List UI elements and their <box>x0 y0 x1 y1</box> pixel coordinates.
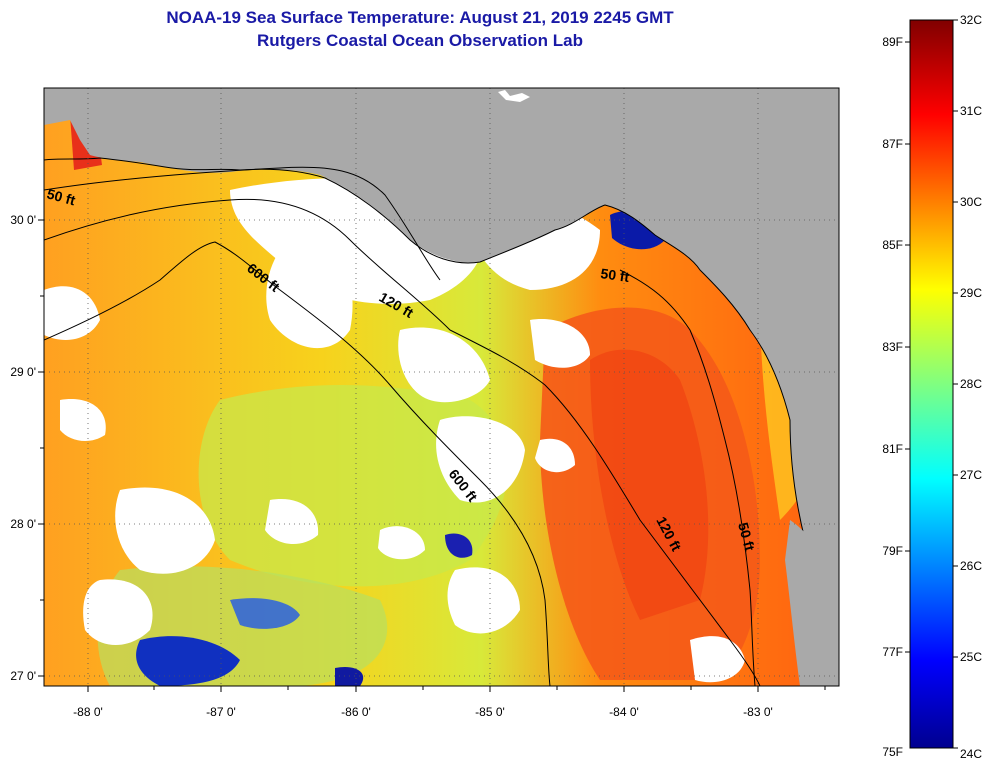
colorbar-c-label: 26C <box>960 559 982 573</box>
lon-label: -84 0' <box>609 705 639 719</box>
contour-label: 50 ft <box>735 521 758 553</box>
lat-label: 29 0' <box>10 365 36 379</box>
colorbar-c-label: 28C <box>960 377 982 391</box>
colorbar-f-label: 89F <box>882 35 903 49</box>
map-subtitle: Rutgers Coastal Ocean Observation Lab <box>257 31 583 50</box>
colorbar-f-label: 87F <box>882 137 903 151</box>
map-title: NOAA-19 Sea Surface Temperature: August … <box>166 8 674 27</box>
colorbar-c-label: 32C <box>960 13 982 27</box>
contour-label: 50 ft <box>45 185 77 208</box>
lat-label: 30 0' <box>10 213 36 227</box>
cold-spot-center <box>445 533 473 558</box>
land-mass <box>44 88 839 620</box>
lat-label: 27 0' <box>10 669 36 683</box>
map-border <box>43 87 840 687</box>
colorbar-f-label: 75F <box>882 745 903 759</box>
colorbar: 89F 87F 85F 83F 81F 79F 77F 75F 32C 31C … <box>882 13 982 761</box>
map-area <box>44 88 839 686</box>
colorbar-f-label: 81F <box>882 442 903 456</box>
lon-label: -83 0' <box>743 705 773 719</box>
colorbar-c-label: 30C <box>960 195 982 209</box>
lat-label: 28 0' <box>10 517 36 531</box>
colorbar-gradient <box>909 19 954 749</box>
colorbar-f-label: 85F <box>882 238 903 252</box>
cold-spot-s <box>230 598 300 629</box>
lon-label: -86 0' <box>341 705 371 719</box>
colorbar-fahrenheit-labels: 89F 87F 85F 83F 81F 79F 77F 75F <box>882 35 903 759</box>
longitude-labels: -88 0' -87 0' -86 0' -85 0' -84 0' -83 0… <box>73 705 773 719</box>
colorbar-ticks <box>905 19 958 749</box>
colorbar-c-label: 29C <box>960 286 982 300</box>
axis-ticks <box>38 219 826 692</box>
cold-spot-sw <box>136 636 240 686</box>
coastline <box>44 157 839 621</box>
cold-spot-south <box>335 666 364 686</box>
lon-label: -87 0' <box>206 705 236 719</box>
depth-contours <box>44 166 761 686</box>
colorbar-c-label: 27C <box>960 468 982 482</box>
colorbar-c-label: 25C <box>960 650 982 664</box>
contour-label: 50 ft <box>600 265 631 285</box>
lon-label: -88 0' <box>73 705 103 719</box>
lon-label: -85 0' <box>475 705 505 719</box>
colorbar-celsius-labels: 32C 31C 30C 29C 28C 27C 26C 25C 24C <box>960 13 982 761</box>
latitude-labels: 30 0' 29 0' 28 0' 27 0' <box>10 213 36 683</box>
land-south-peninsula <box>785 520 839 686</box>
colorbar-f-label: 77F <box>882 645 903 659</box>
colorbar-f-label: 83F <box>882 340 903 354</box>
colorbar-c-label: 24C <box>960 747 982 761</box>
colorbar-c-label: 31C <box>960 104 982 118</box>
hot-core-region <box>590 349 709 620</box>
colorbar-f-label: 79F <box>882 544 903 558</box>
inland-lake <box>498 90 530 102</box>
